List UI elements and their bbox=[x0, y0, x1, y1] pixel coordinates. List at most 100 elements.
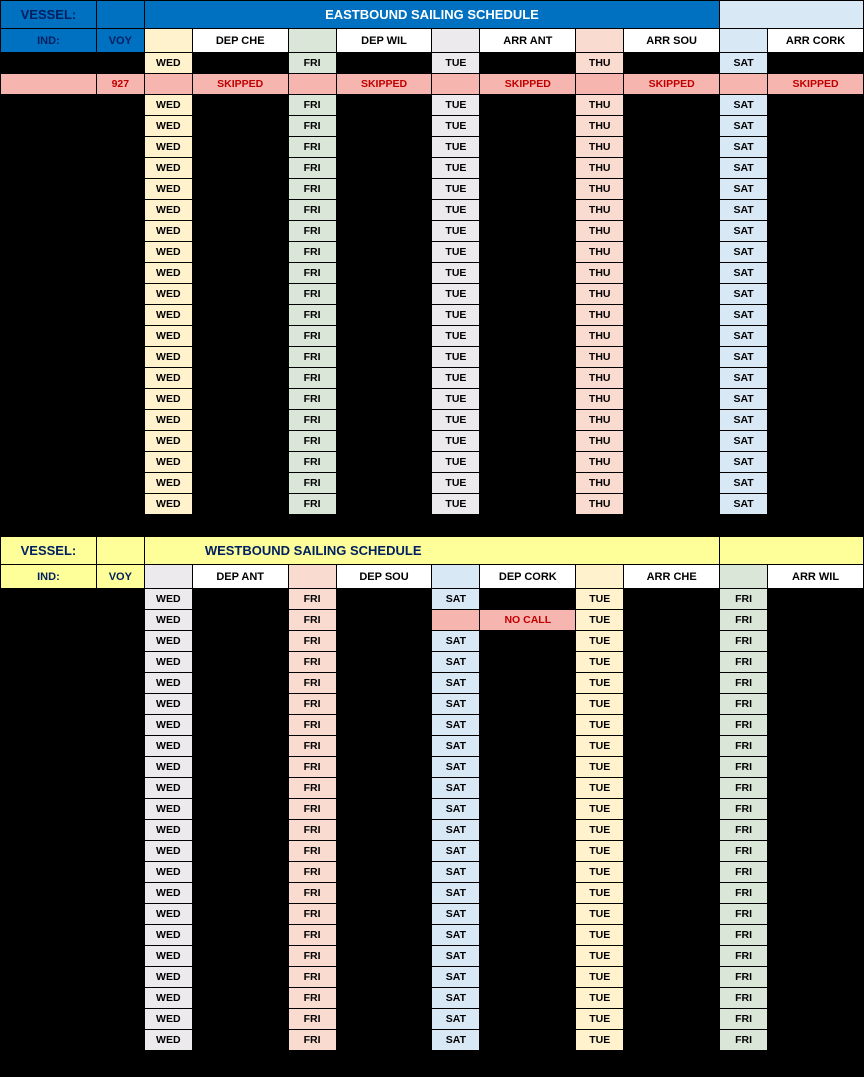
skipped-cell: SKIPPED bbox=[192, 74, 288, 95]
day-cell: THU bbox=[576, 116, 624, 137]
day-cell: THU bbox=[576, 347, 624, 368]
day-cell: WED bbox=[144, 389, 192, 410]
day-cell: FRI bbox=[288, 452, 336, 473]
table-row: WEDFRISATTUEFRI bbox=[1, 988, 864, 1009]
day-cell: TUE bbox=[432, 473, 480, 494]
table-row: WEDFRITUETHUSAT bbox=[1, 158, 864, 179]
day-cell: SAT bbox=[720, 179, 768, 200]
day-cell: FRI bbox=[288, 736, 336, 757]
skipped-voy: 927 bbox=[96, 74, 144, 95]
table-row: WEDFRITUETHUSAT bbox=[1, 284, 864, 305]
vessel-label: VESSEL: bbox=[1, 1, 97, 29]
day-cell: WED bbox=[144, 673, 192, 694]
day-cell: TUE bbox=[432, 263, 480, 284]
day-cell: TUE bbox=[576, 778, 624, 799]
table-row: WEDFRISATTUEFRI bbox=[1, 799, 864, 820]
day-cell: FRI bbox=[288, 694, 336, 715]
day-cell: WED bbox=[144, 368, 192, 389]
day-cell: FRI bbox=[288, 988, 336, 1009]
day-cell: SAT bbox=[720, 452, 768, 473]
day-cell: WED bbox=[144, 883, 192, 904]
table-row: WEDFRISATTUEFRI bbox=[1, 1009, 864, 1030]
day-cell: FRI bbox=[720, 988, 768, 1009]
day-cell: SAT bbox=[720, 473, 768, 494]
port-header: ARR ANT bbox=[480, 29, 576, 53]
day-cell: FRI bbox=[288, 368, 336, 389]
vessel-label: VESSEL: bbox=[1, 537, 97, 565]
table-row: WEDFRITUETHUSAT bbox=[1, 452, 864, 473]
day-cell: TUE bbox=[576, 757, 624, 778]
day-cell: FRI bbox=[288, 347, 336, 368]
day-cell: TUE bbox=[576, 736, 624, 757]
day-cell: SAT bbox=[432, 778, 480, 799]
table-row: WEDFRISATTUEFRI bbox=[1, 589, 864, 610]
port-header: DEP CORK bbox=[480, 565, 576, 589]
day-cell: SAT bbox=[720, 221, 768, 242]
voy-label: VOY bbox=[96, 29, 144, 53]
day-cell: TUE bbox=[432, 221, 480, 242]
day-cell: FRI bbox=[720, 820, 768, 841]
day-cell: SAT bbox=[720, 137, 768, 158]
day-cell: THU bbox=[576, 494, 624, 515]
day-cell: TUE bbox=[432, 179, 480, 200]
day-cell: TUE bbox=[432, 95, 480, 116]
day-cell: TUE bbox=[432, 389, 480, 410]
day-cell: FRI bbox=[288, 305, 336, 326]
port-header: DEP WIL bbox=[336, 29, 432, 53]
table-row: WEDFRITUETHUSAT bbox=[1, 200, 864, 221]
table-row: WEDFRITUETHUSAT bbox=[1, 137, 864, 158]
day-cell: TUE bbox=[576, 925, 624, 946]
day-cell: WED bbox=[144, 778, 192, 799]
day-cell: WED bbox=[144, 925, 192, 946]
port-header: ARR CORK bbox=[768, 29, 864, 53]
day-cell: FRI bbox=[288, 431, 336, 452]
day-cell: SAT bbox=[720, 431, 768, 452]
table-row: WEDFRITUETHUSAT bbox=[1, 263, 864, 284]
day-cell: WED bbox=[144, 116, 192, 137]
day-cell: SAT bbox=[720, 494, 768, 515]
day-cell: SAT bbox=[720, 158, 768, 179]
skipped-cell: SKIPPED bbox=[624, 74, 720, 95]
day-cell: TUE bbox=[432, 452, 480, 473]
day-cell: SAT bbox=[720, 116, 768, 137]
day-cell: FRI bbox=[288, 200, 336, 221]
day-cell: TUE bbox=[432, 284, 480, 305]
day-cell: SAT bbox=[720, 347, 768, 368]
table-row: WEDFRISATTUEFRI bbox=[1, 757, 864, 778]
day-cell: SAT bbox=[432, 589, 480, 610]
skipped-cell: SKIPPED bbox=[768, 74, 864, 95]
day-cell: THU bbox=[576, 389, 624, 410]
day-cell: FRI bbox=[720, 673, 768, 694]
day-cell: TUE bbox=[432, 494, 480, 515]
day-cell: WED bbox=[144, 221, 192, 242]
day-cell: FRI bbox=[288, 1009, 336, 1030]
table-row: WEDFRISATTUEFRI bbox=[1, 736, 864, 757]
day-cell: FRI bbox=[288, 715, 336, 736]
day-cell: SAT bbox=[720, 242, 768, 263]
day-cell: WED bbox=[144, 820, 192, 841]
day-cell: TUE bbox=[432, 410, 480, 431]
day-cell: WED bbox=[144, 967, 192, 988]
port-header: ARR CHE bbox=[624, 565, 720, 589]
day-cell: FRI bbox=[720, 967, 768, 988]
day-cell: FRI bbox=[288, 820, 336, 841]
table-row: WEDFRITUETHUSAT bbox=[1, 431, 864, 452]
day-cell: THU bbox=[576, 284, 624, 305]
table-row: WEDFRISATTUEFRI bbox=[1, 862, 864, 883]
day-cell: TUE bbox=[576, 652, 624, 673]
day-cell: FRI bbox=[288, 263, 336, 284]
day-cell: FRI bbox=[288, 904, 336, 925]
day-cell: SAT bbox=[720, 200, 768, 221]
day-cell: TUE bbox=[576, 841, 624, 862]
day-cell: WED bbox=[144, 631, 192, 652]
day-cell: FRI bbox=[720, 925, 768, 946]
day-header: WED bbox=[144, 53, 192, 74]
sailing-schedule-table: VESSEL:EASTBOUND SAILING SCHEDULEIND:VOY… bbox=[0, 0, 864, 1051]
table-row: WEDFRISATTUEFRI bbox=[1, 652, 864, 673]
day-cell: WED bbox=[144, 242, 192, 263]
day-cell: SAT bbox=[720, 95, 768, 116]
day-cell: WED bbox=[144, 431, 192, 452]
day-cell: WED bbox=[144, 200, 192, 221]
day-cell: FRI bbox=[720, 1030, 768, 1051]
table-row: WEDFRISATTUEFRI bbox=[1, 694, 864, 715]
